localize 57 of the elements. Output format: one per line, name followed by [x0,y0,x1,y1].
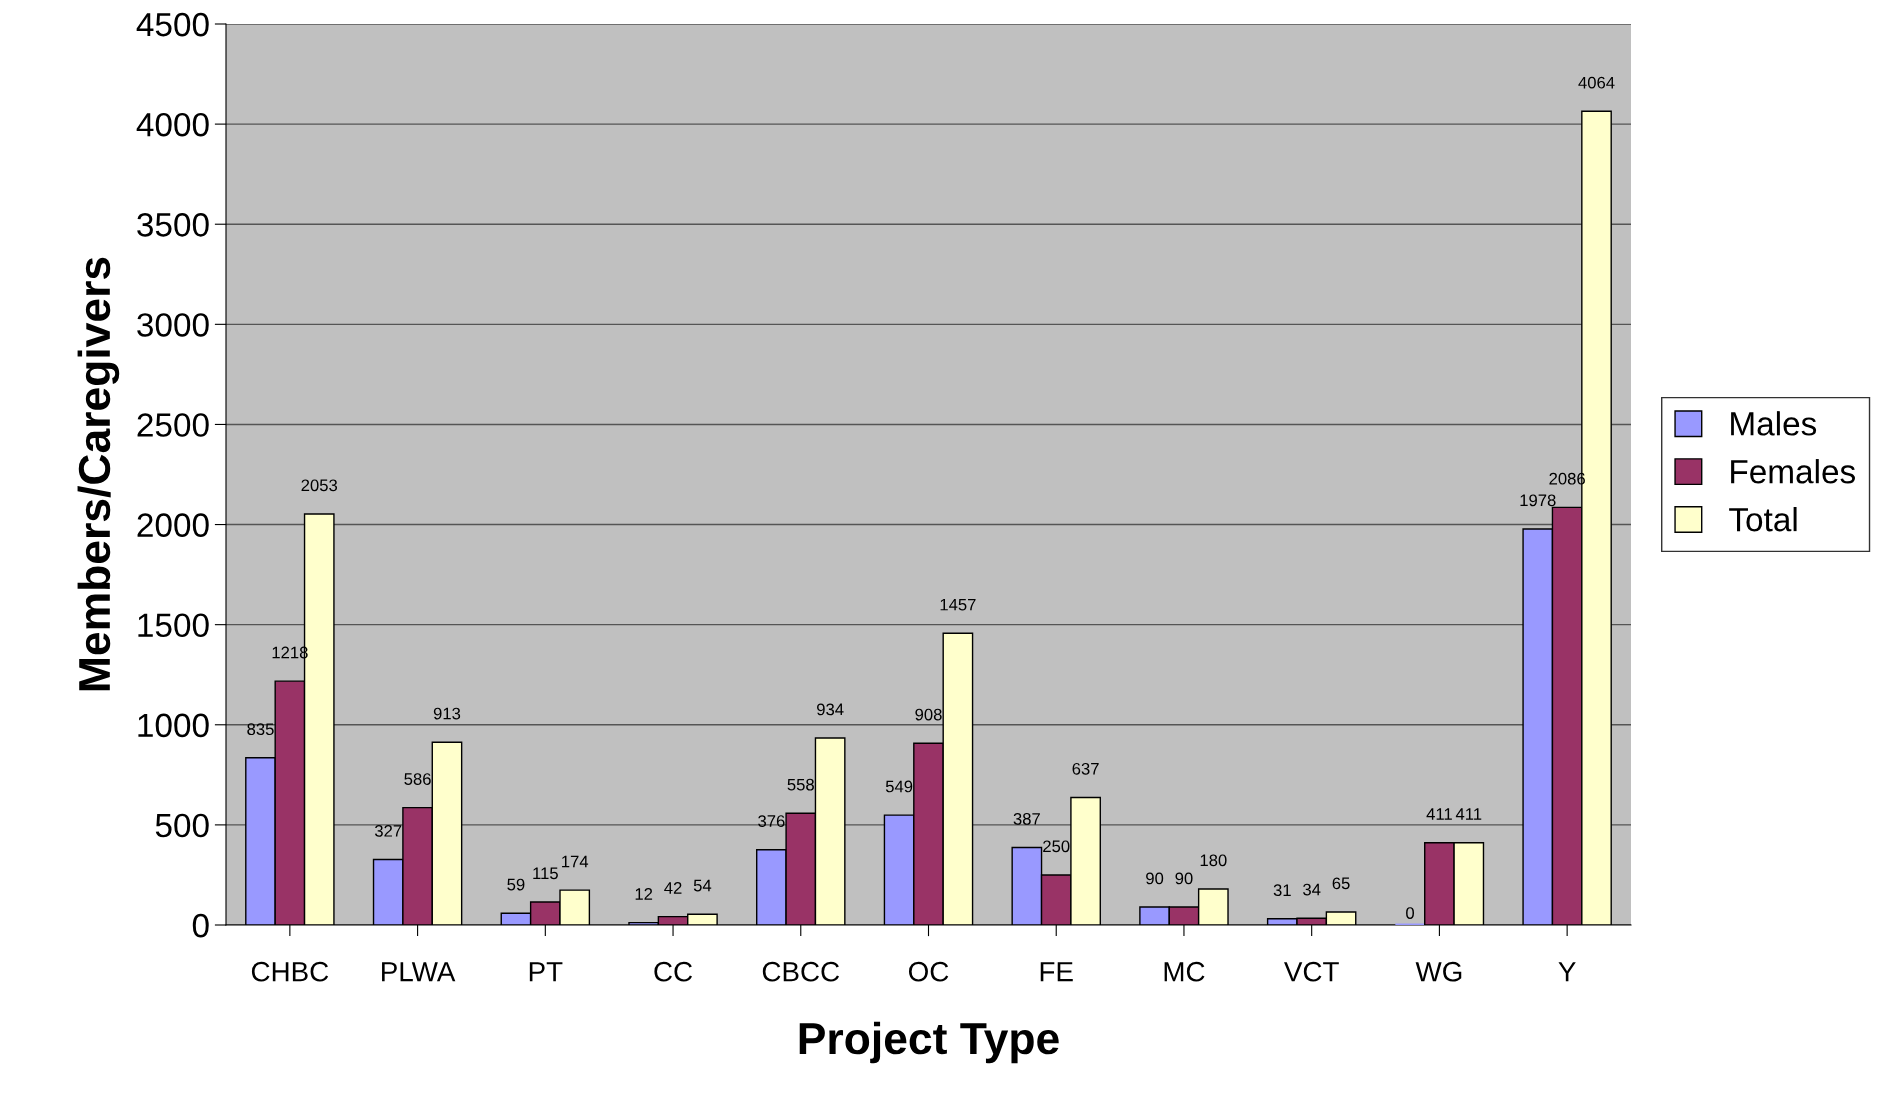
data-label: 1457 [940,598,976,611]
x-tick-label: FE [1040,962,1073,982]
data-label: 1978 [1520,494,1556,507]
data-label: 549 [885,780,913,793]
data-label: 180 [1200,854,1227,867]
data-label: 250 [1043,840,1070,853]
y-tick-label: 1000 [138,713,209,738]
y-tick-label: 500 [155,813,209,838]
y-tick-label: 1500 [138,613,209,638]
data-label: 327 [374,824,402,837]
legend-label: Total [1729,506,1797,532]
data-label: 913 [433,707,461,720]
y-tick-label: 4500 [136,12,209,37]
legend-label: Females [1731,459,1855,484]
data-label: 376 [758,815,785,827]
x-tick-label: MC [1164,961,1205,982]
data-label: 174 [562,855,589,868]
y-tick-label: 0 [192,913,209,938]
x-tick-label: PT [529,962,563,982]
y-tick-label: 3000 [137,313,209,337]
y-tick-label: 4000 [136,112,209,137]
y-tick-label: 2000 [137,513,209,537]
x-tick-label: CC [654,961,693,982]
data-label: 411 [1426,808,1452,820]
data-label: 0 [1406,907,1415,919]
data-label: 59 [507,878,525,891]
x-tick-label: WG [1415,961,1462,982]
x-tick-label: Y [1558,962,1576,982]
data-label: 90 [1175,872,1193,885]
data-label: 31 [1273,884,1291,897]
data-label: 115 [533,867,558,880]
data-label: 908 [915,708,942,721]
x-tick-label: OC [908,961,949,982]
data-label: 2053 [301,479,338,492]
x-tick-label: PLWA [382,962,456,982]
y-axis-title: Members/Caregivers [77,257,120,691]
data-label: 12 [635,888,653,900]
data-label: 637 [1072,762,1099,775]
legend-label: Males [1731,411,1817,436]
data-label: 586 [404,773,431,785]
data-label: 4064 [1578,76,1615,89]
data-label: 65 [1332,877,1350,890]
y-tick-label: 3500 [137,213,209,237]
data-label: 34 [1303,883,1321,896]
x-axis-title: Project Type [799,1021,1059,1064]
data-label: 42 [664,882,682,894]
data-label: 90 [1146,872,1164,885]
x-tick-label: CHBC [251,961,329,982]
data-label: 558 [787,778,814,791]
x-tick-label: VCT [1284,961,1339,982]
data-label: 934 [817,703,844,716]
x-tick-label: CBCC [762,961,840,982]
y-tick-label: 2500 [137,413,209,437]
data-label: 54 [693,879,712,892]
data-label: 411 [1455,808,1482,820]
data-label: 835 [247,723,274,736]
data-label: 387 [1013,812,1040,825]
